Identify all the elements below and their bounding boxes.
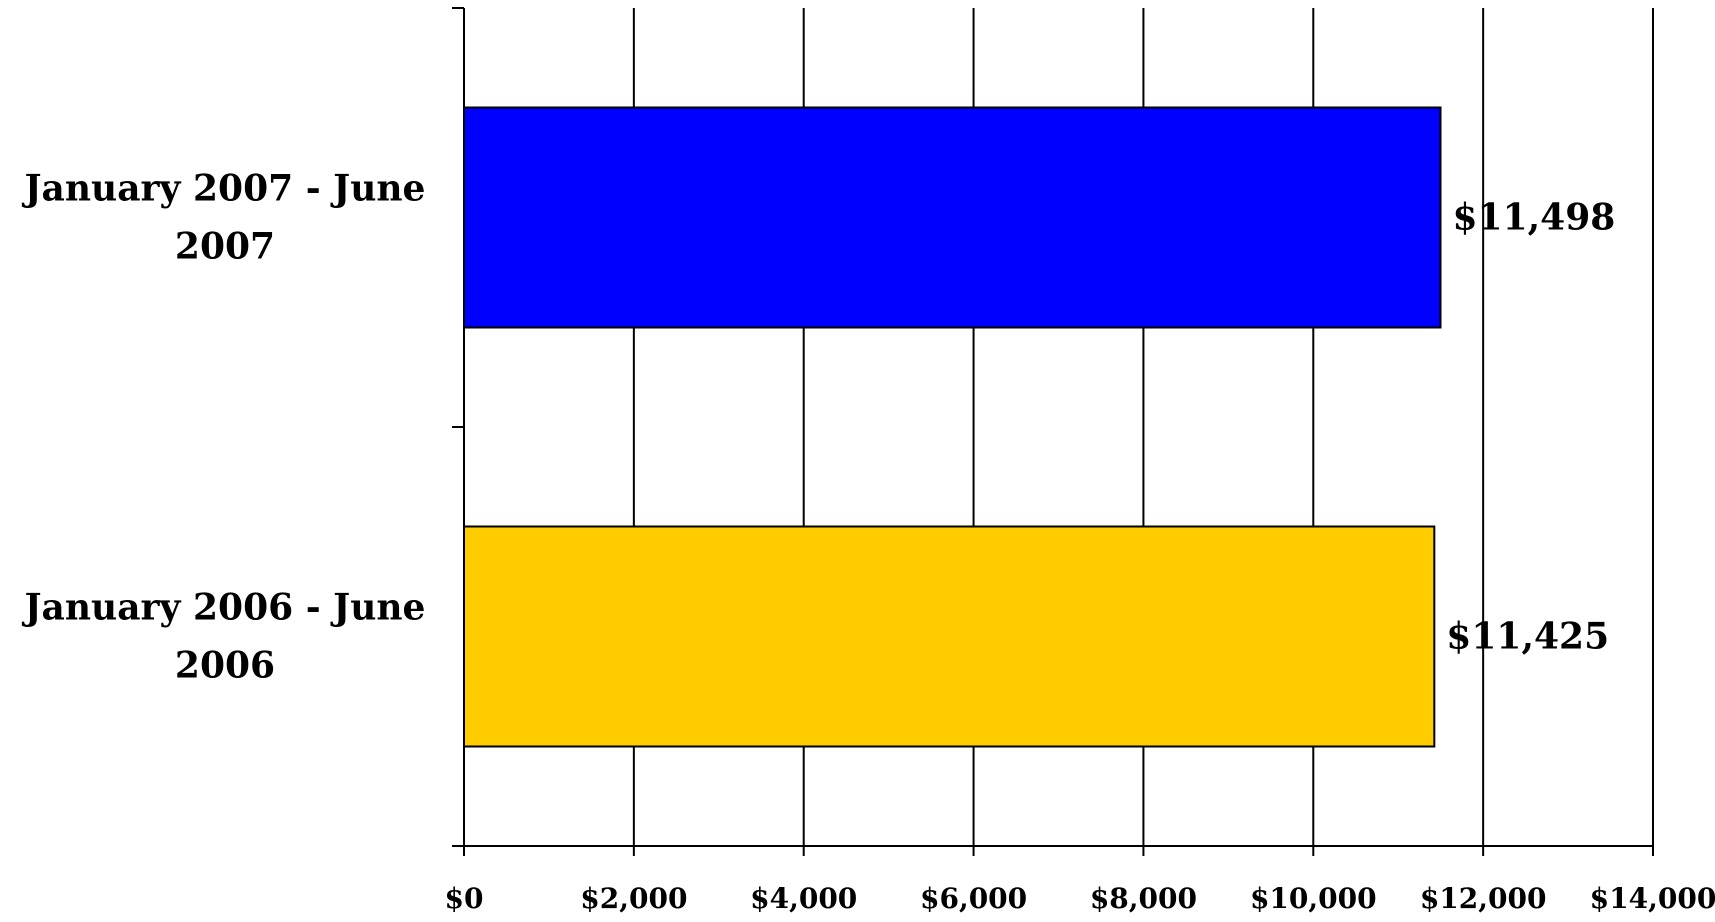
x-tick-label-0: $0 — [445, 882, 484, 915]
x-tick-labels: $0 $2,000 $4,000 $6,000 $8,000 $10,000 $12,000… — [445, 882, 1715, 915]
data-labels: $11,498 $11,425 — [1446, 197, 1615, 658]
category-label-0: January 2007 - June 2007 — [22, 168, 426, 268]
category-labels: January 2007 - June 2007 January 2006 - Ju… — [22, 168, 426, 687]
category-label-line: 2006 — [175, 645, 275, 687]
bars — [463, 106, 1442, 748]
bar-1 — [463, 525, 1436, 748]
x-tick-label-2000: $2,000 — [580, 882, 687, 915]
bar-0 — [463, 106, 1442, 329]
x-tick-label-14000: $14,000 — [1590, 882, 1715, 915]
x-tick-label-4000: $4,000 — [750, 882, 857, 915]
category-label-line: January 2007 - June — [22, 168, 426, 210]
x-tick-label-12000: $12,000 — [1420, 882, 1547, 915]
x-tick-label-8000: $8,000 — [1090, 882, 1197, 915]
x-tick-label-10000: $10,000 — [1250, 882, 1377, 915]
data-label-1: $11,425 — [1446, 616, 1609, 658]
category-label-line: January 2006 - June — [22, 587, 426, 629]
data-label-0: $11,498 — [1453, 197, 1616, 239]
category-label-1: January 2006 - June 2006 — [22, 587, 426, 687]
axes — [452, 7, 1654, 856]
category-label-line: 2007 — [175, 226, 275, 268]
x-tick-label-6000: $6,000 — [920, 882, 1027, 915]
